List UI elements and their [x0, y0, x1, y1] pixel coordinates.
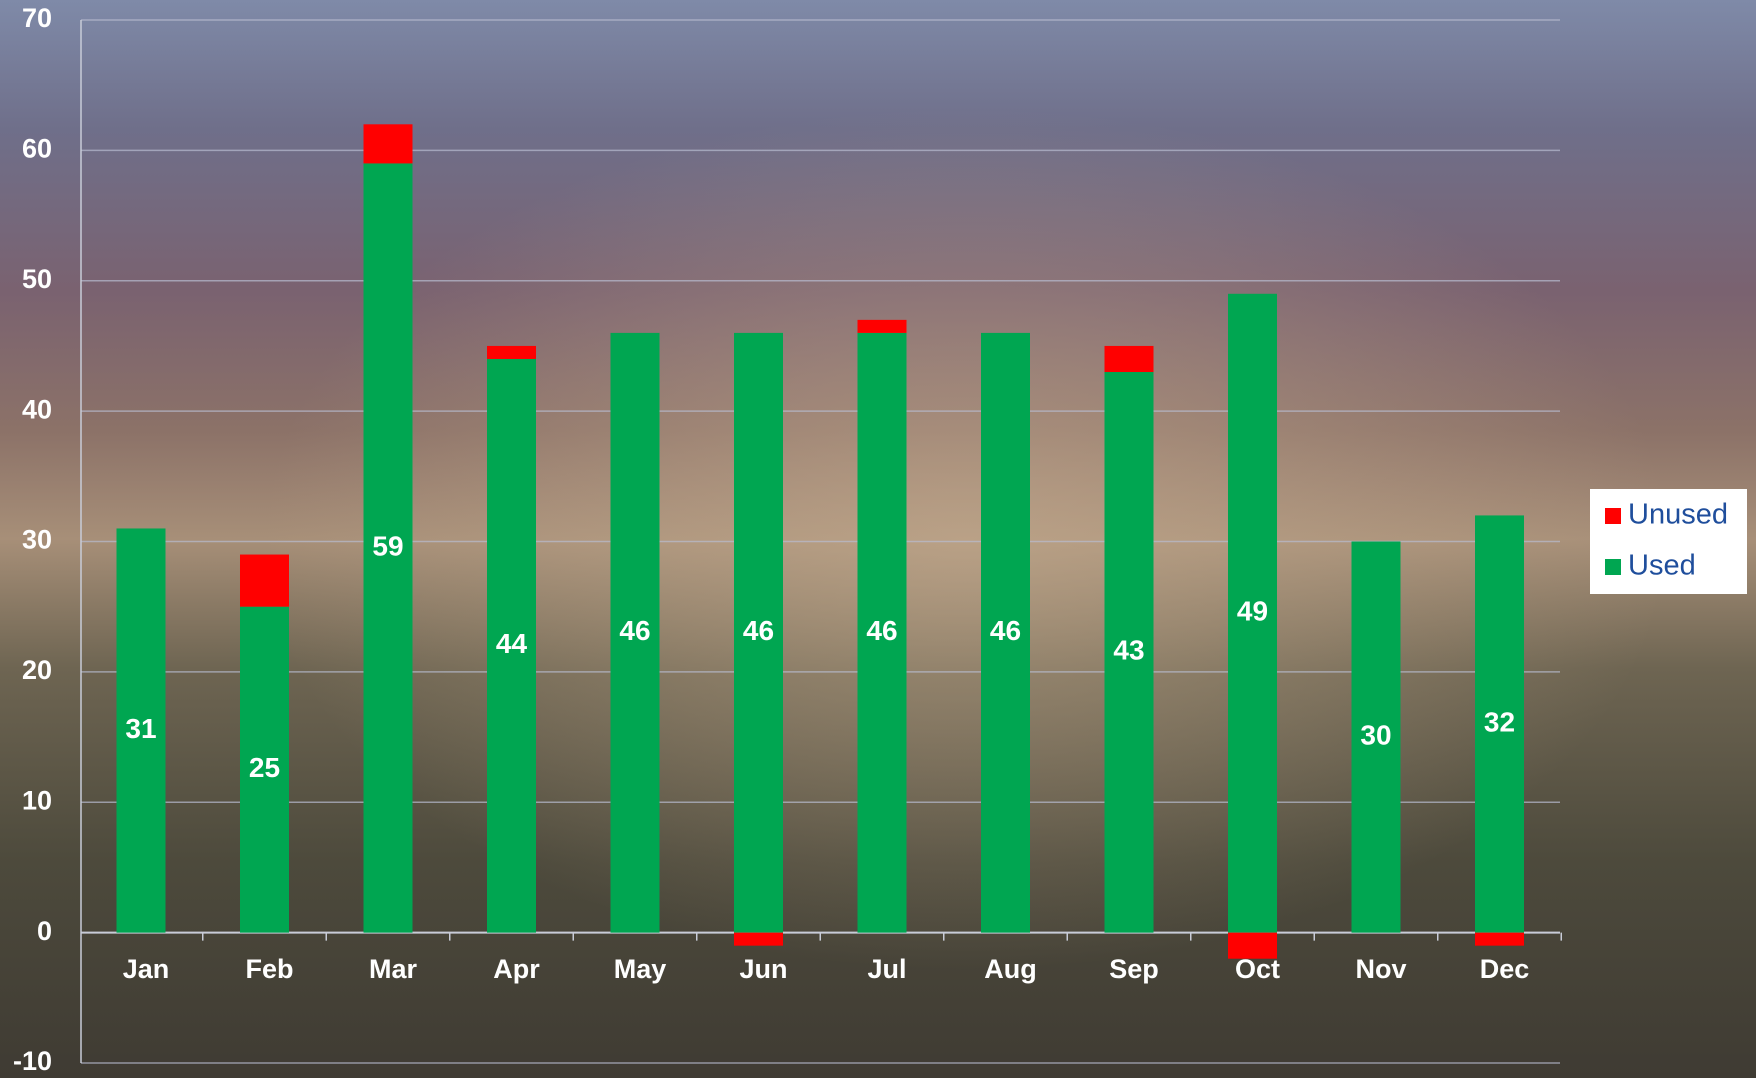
y-tick-label: -10 [13, 1046, 52, 1076]
bar-segment [1475, 515, 1524, 933]
bar-segment [857, 332, 907, 933]
data-label: 30 [1360, 719, 1391, 750]
x-tick-label: Jan [123, 954, 170, 984]
data-label: 59 [372, 530, 403, 561]
y-tick-label: 10 [22, 785, 52, 815]
data-label: 46 [619, 615, 650, 646]
bar-segment [610, 332, 660, 933]
x-tick-label: Nov [1355, 954, 1406, 984]
bar-segment [1104, 372, 1154, 933]
bar-segment [487, 345, 536, 359]
x-tick-label: Feb [245, 954, 293, 984]
data-label: 25 [249, 752, 280, 783]
data-label: 31 [125, 713, 156, 744]
data-label: 49 [1237, 596, 1268, 627]
bar-segment [1351, 541, 1401, 933]
legend-label: Used [1628, 550, 1696, 582]
x-tick-label: Aug [984, 954, 1036, 984]
bar-segment [1104, 345, 1154, 373]
bar-segment [240, 554, 289, 607]
bar-segment [116, 528, 166, 933]
bar-segment [1228, 932, 1277, 959]
bar-segment [1475, 932, 1524, 946]
data-label: 32 [1484, 706, 1515, 737]
bar-segment [487, 358, 536, 933]
y-tick-label: 70 [22, 3, 52, 33]
y-tick-label: 40 [22, 394, 52, 424]
bar-segment [1228, 293, 1277, 933]
data-label: 43 [1113, 635, 1144, 666]
data-label: 46 [866, 615, 897, 646]
bar-segment [734, 332, 783, 933]
bar-segment [734, 932, 783, 946]
x-tick-label: Jul [867, 954, 906, 984]
x-tick-label: Apr [493, 954, 540, 984]
y-tick-label: 60 [22, 134, 52, 164]
y-tick-label: 50 [22, 264, 52, 294]
bar-segment [363, 163, 413, 933]
y-tick-label: 0 [37, 916, 52, 946]
x-tick-label: Jun [739, 954, 787, 984]
x-tick-label: Sep [1109, 954, 1159, 984]
bar-segment [363, 124, 413, 164]
data-label: 46 [990, 615, 1021, 646]
legend-label: Unused [1628, 499, 1728, 531]
legend-box [1590, 489, 1747, 594]
legend-swatch [1605, 508, 1621, 524]
bar-segment [857, 319, 907, 333]
x-tick-label: Dec [1480, 954, 1530, 984]
x-tick-label: May [614, 954, 667, 984]
x-tick-label: Oct [1235, 954, 1280, 984]
bar-segment [981, 332, 1030, 933]
bar-segment [240, 606, 289, 933]
y-tick-label: 30 [22, 525, 52, 555]
legend-swatch [1605, 559, 1621, 575]
y-tick-label: 20 [22, 655, 52, 685]
x-tick-label: Mar [369, 954, 418, 984]
data-label: 46 [743, 615, 774, 646]
data-label: 44 [496, 628, 528, 659]
